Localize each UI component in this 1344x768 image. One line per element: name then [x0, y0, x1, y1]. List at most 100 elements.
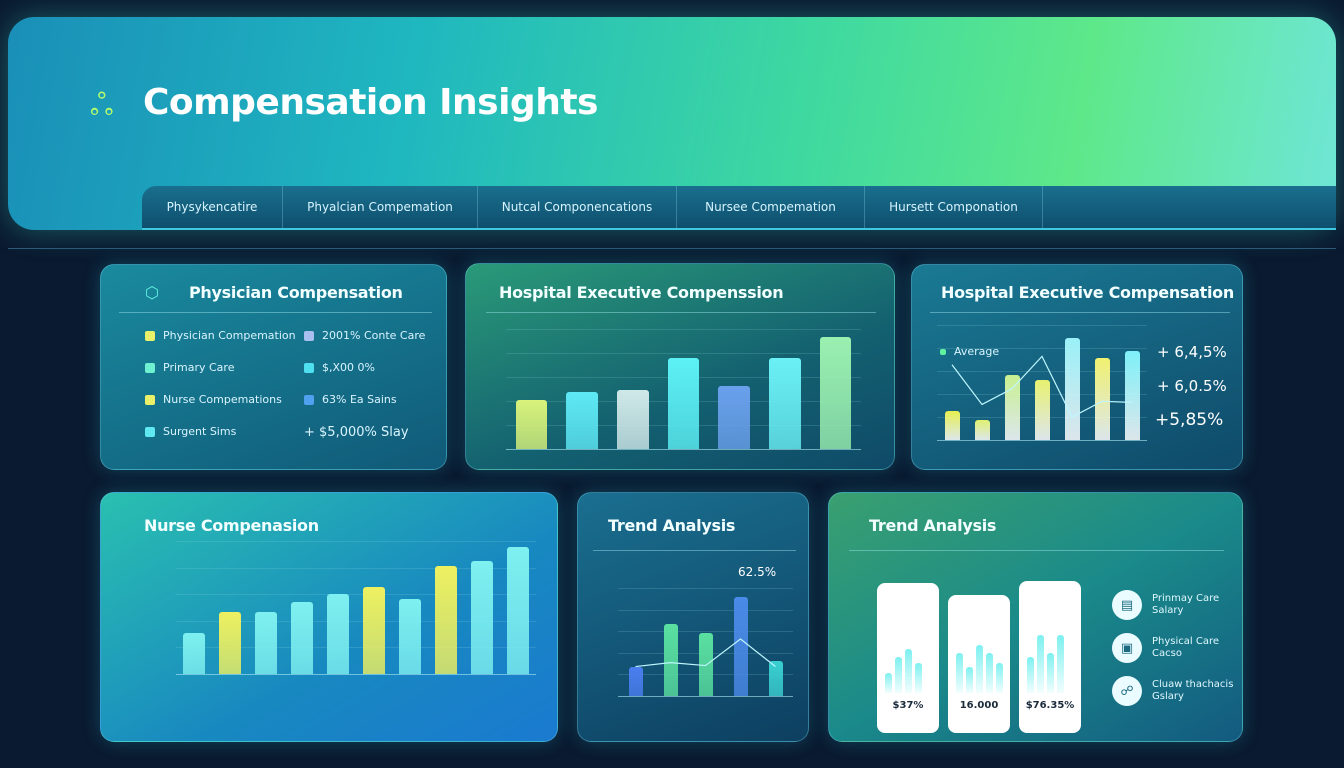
- tab-1[interactable]: Phyalcian Compemation: [283, 186, 478, 228]
- list-item-label[interactable]: Prinmay Care Salary: [1152, 593, 1220, 616]
- bar[interactable]: [219, 611, 241, 674]
- bar[interactable]: [515, 400, 548, 449]
- legend-item: 63% Ea Sains: [304, 393, 397, 406]
- nurse-card: Nurse Compenasion: [100, 492, 558, 742]
- gridline: [176, 647, 536, 649]
- gridline: [176, 594, 536, 596]
- bar[interactable]: [399, 599, 421, 674]
- mini-bar: [1027, 657, 1034, 693]
- document-icon: ▤: [1112, 590, 1142, 620]
- bar[interactable]: [667, 358, 700, 449]
- mini-bar: [1057, 635, 1064, 693]
- bar[interactable]: [1124, 351, 1140, 440]
- bar[interactable]: [435, 565, 457, 674]
- pct-1: + 6,4,5%: [1157, 343, 1227, 361]
- trend-line: [951, 355, 1133, 418]
- gridline: [937, 348, 1147, 349]
- gridline: [176, 620, 536, 622]
- x-axis: [937, 440, 1147, 441]
- x-axis: [618, 696, 793, 697]
- gridline: [618, 609, 793, 611]
- tab-2[interactable]: Nutcal Componencations: [478, 186, 677, 228]
- x-axis: [176, 674, 536, 675]
- gridline: [176, 541, 536, 542]
- mini-stat-card[interactable]: $76.35%: [1019, 581, 1081, 733]
- bar[interactable]: [291, 602, 313, 674]
- bar[interactable]: [628, 666, 643, 696]
- legend-swatch: [304, 330, 314, 341]
- card-title: Hospital Executive Compensation: [941, 283, 1234, 302]
- legend-item: Physician Compemation: [145, 329, 296, 342]
- mini-bar: [1047, 653, 1054, 693]
- clover-icon: ஃ: [90, 88, 114, 123]
- mini-stat-card[interactable]: 16.000: [948, 595, 1010, 733]
- card-title: Physician Compensation: [189, 283, 403, 302]
- card-title: Nurse Compenasion: [144, 516, 319, 535]
- bar[interactable]: [471, 560, 493, 674]
- bar[interactable]: [617, 390, 649, 449]
- bar[interactable]: [944, 410, 960, 440]
- mini-bar: [976, 645, 983, 693]
- mini-bar: [996, 663, 1003, 693]
- bar[interactable]: [769, 358, 801, 449]
- gridline: [937, 371, 1147, 372]
- bar[interactable]: [768, 660, 783, 696]
- mini-bar: [885, 673, 892, 693]
- bar[interactable]: [1034, 380, 1050, 440]
- legend-swatch: [304, 362, 314, 373]
- bar[interactable]: [183, 632, 205, 674]
- bar[interactable]: [718, 386, 750, 449]
- card-title: Trend Analysis: [869, 516, 997, 535]
- list-item-label[interactable]: Physical Care Cacso: [1152, 636, 1220, 659]
- mini-bar: [956, 653, 963, 693]
- tab-bar: Physykencatire Phyalcian Compemation Nut…: [142, 186, 1336, 230]
- bar[interactable]: [733, 596, 748, 696]
- people-icon: ☍: [1112, 676, 1142, 706]
- bar[interactable]: [363, 587, 385, 674]
- mini-value: 16.000: [959, 700, 999, 711]
- exec-combo-chart: [937, 325, 1147, 441]
- divider: [8, 248, 1336, 249]
- tab-3[interactable]: Nursee Compemation: [677, 186, 865, 228]
- bar[interactable]: [663, 624, 678, 696]
- mini-bar: [905, 649, 912, 693]
- mini-stat-card[interactable]: $37%: [877, 583, 939, 733]
- nurse-bar-chart: [176, 541, 536, 675]
- mini-bar: [966, 667, 973, 693]
- legend-swatch: [145, 362, 155, 373]
- bar[interactable]: [1094, 358, 1110, 440]
- legend-item: 2001% Conte Care: [304, 329, 425, 342]
- bar[interactable]: [566, 392, 598, 449]
- legend-swatch: [145, 426, 155, 437]
- legend-item: Surgent Sims: [145, 425, 236, 438]
- legend-average: Average: [940, 345, 999, 358]
- bar[interactable]: [819, 337, 852, 449]
- gridline: [937, 325, 1147, 326]
- gridline: [506, 329, 861, 330]
- tab-0[interactable]: Physykencatire: [142, 186, 283, 228]
- bar[interactable]: [698, 633, 713, 696]
- shield-icon: ⬡: [145, 283, 159, 302]
- bar[interactable]: [974, 420, 990, 440]
- gridline: [618, 631, 793, 633]
- pct-3: +5,85%: [1155, 410, 1224, 430]
- briefcase-icon: ▣: [1112, 633, 1142, 663]
- bar[interactable]: [255, 611, 277, 674]
- card-title: Trend Analysis: [608, 516, 736, 535]
- legend-item: $,X00 0%: [304, 361, 375, 374]
- gridline: [618, 588, 793, 589]
- trend-combo-chart: [618, 588, 793, 697]
- x-axis: [506, 449, 861, 450]
- list-item-label[interactable]: Cluaw thachacis Gslary: [1152, 679, 1234, 702]
- legend-swatch: [145, 330, 155, 341]
- tab-4[interactable]: Hursett Componation: [865, 186, 1043, 228]
- mini-bar: [895, 657, 902, 693]
- line-series: [635, 638, 776, 668]
- mini-bar: [986, 653, 993, 693]
- bar[interactable]: [507, 546, 529, 674]
- page-title: Compensation Insights: [143, 82, 598, 123]
- trend-card-2: Trend Analysis $37% 16.000 $76.35% ▤ Prinmay…: [828, 492, 1243, 742]
- legend-swatch: [145, 394, 155, 405]
- bar[interactable]: [327, 594, 349, 674]
- legend-item: Nurse Compemations: [145, 393, 282, 406]
